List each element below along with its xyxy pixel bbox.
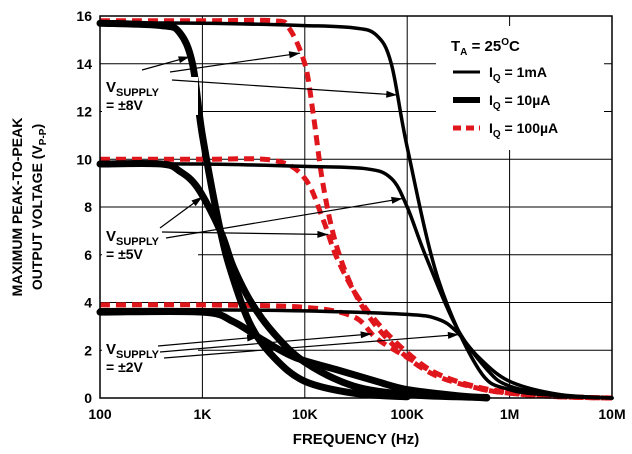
- annotation-8v-sub: SUPPLY: [116, 87, 160, 99]
- annotation-8v-background: [102, 77, 198, 115]
- y-tick-label-12: 12: [76, 104, 92, 120]
- legend-label-10ua-sub: Q: [493, 101, 501, 112]
- x-axis-label: FREQUENCY (Hz): [293, 431, 419, 448]
- annotation-supply-5v: VSUPPLY = ±5V: [102, 226, 198, 264]
- annotation-2v-background: [102, 339, 198, 377]
- arrow-8v-100ua: [169, 51, 301, 73]
- x-tick-label-10K: 10K: [292, 406, 318, 422]
- legend-label-1ma-rest: = 1mA: [501, 64, 547, 80]
- legend-label-1ma-sub: Q: [493, 73, 501, 84]
- arrow-2v-100ua-head: [360, 331, 372, 339]
- legend-title-main: T: [451, 38, 460, 55]
- y-tick-label-6: 6: [84, 247, 92, 263]
- arrow-5v-10ua-head: [191, 196, 203, 207]
- y-axis-label-line2-main: OUTPUT VOLTAGE (V: [29, 145, 45, 291]
- arrow-2v-1ma-shaft: [163, 333, 459, 359]
- x-tick-label-1K: 1K: [193, 406, 211, 422]
- y-axis-label-line2-close: ): [29, 124, 45, 129]
- annotation-8v-line2: = ±8V: [106, 97, 144, 113]
- legend-label-10ua: IQ = 10µA: [489, 92, 550, 112]
- y-axis-label-line2: OUTPUT VOLTAGE (VP-P): [29, 124, 49, 290]
- annotation-8v-main: V: [106, 79, 116, 96]
- annotation-arrows: [141, 51, 459, 359]
- legend: TA = 25OC IQ = 1mA IQ = 10µA IQ = 100µA: [436, 26, 604, 150]
- annotation-5v-main: V: [106, 228, 116, 245]
- arrow-2v-1ma-head: [447, 331, 459, 339]
- y-tick-label-16: 16: [76, 8, 92, 24]
- legend-background: [436, 26, 604, 150]
- y-axis-label-line1: MAXIMUM PEAK-TO-PEAK: [9, 118, 25, 297]
- x-tick-label-10M: 10M: [598, 406, 625, 422]
- annotation-2v-line1: VSUPPLY: [106, 341, 160, 361]
- series-5v-100a: [99, 156, 613, 401]
- series-2v-1ma: [98, 307, 614, 400]
- legend-label-100ua: IQ = 100µA: [489, 120, 558, 140]
- series-5v-10a: [96, 159, 491, 401]
- x-tick-label-1M: 1M: [500, 406, 519, 422]
- arrow-2v-1ma: [163, 331, 459, 359]
- y-axis-label-line2-sub: P-P: [38, 128, 49, 145]
- arrow-5v-100ua-shaft: [161, 231, 329, 236]
- series-2v-10a: [96, 307, 491, 402]
- legend-label-10ua-rest: = 10µA: [501, 92, 551, 108]
- annotation-5v-line2: = ±5V: [106, 246, 144, 262]
- series-8v-100a: [100, 17, 613, 401]
- annotation-supply-2v: VSUPPLY = ±2V: [102, 339, 198, 377]
- arrow-8v-100ua-shaft: [169, 52, 301, 73]
- arrow-8v-1ma: [171, 79, 398, 98]
- series-5v-1ma: [98, 162, 614, 400]
- y-tick-label-2: 2: [84, 342, 92, 358]
- arrow-2v-100ua-shaft: [159, 333, 372, 353]
- arrow-5v-100ua: [161, 230, 329, 238]
- arrow-8v-1ma-head: [386, 90, 398, 98]
- y-tick-label-8: 8: [84, 199, 92, 215]
- arrow-2v-10ua: [157, 334, 259, 347]
- arrow-5v-1ma: [165, 196, 403, 239]
- y-tick-label-4: 4: [84, 295, 92, 311]
- arrow-2v-10ua-shaft: [157, 336, 259, 347]
- legend-label-100ua-rest: = 100µA: [501, 120, 559, 136]
- series-8v-1ma: [98, 21, 614, 400]
- arrow-8v-1ma-shaft: [171, 79, 398, 96]
- x-tick-label-100: 100: [88, 406, 112, 422]
- plot-frame: [99, 15, 613, 399]
- series-group: [96, 17, 614, 402]
- legend-label-100ua-main: I: [489, 120, 493, 136]
- arrow-8v-100ua-head: [288, 51, 301, 59]
- annotation-2v-sub: SUPPLY: [116, 349, 160, 361]
- legend-title-rest: = 25: [467, 38, 501, 55]
- arrow-8v-10ua: [141, 56, 190, 71]
- series-2v-100a: [99, 302, 613, 401]
- arrow-8v-10ua-head: [178, 56, 190, 64]
- legend-title: TA = 25OC: [451, 37, 520, 58]
- annotation-supply-8v: VSUPPLY = ±8V: [102, 77, 198, 115]
- legend-title-sup: O: [501, 37, 509, 48]
- legend-title-unit: C: [509, 38, 520, 55]
- annotation-5v-line1: VSUPPLY: [106, 228, 160, 248]
- arrow-5v-100ua-head: [317, 230, 329, 238]
- legend-label-1ma-main: I: [489, 64, 493, 80]
- arrow-5v-1ma-head: [391, 196, 403, 204]
- legend-label-1ma: IQ = 1mA: [489, 64, 547, 84]
- tick-labels: 100 1K 10K 100K 1M 10M 0 2 4 6 8 10 12 14 16: [76, 8, 625, 422]
- legend-title-sub: A: [460, 47, 467, 58]
- arrow-2v-10ua-head: [246, 334, 259, 342]
- legend-label-100ua-sub: Q: [493, 129, 501, 140]
- y-tick-label-10: 10: [76, 151, 92, 167]
- arrow-2v-100ua: [159, 331, 372, 353]
- annotation-2v-main: V: [106, 341, 116, 358]
- annotation-5v-sub: SUPPLY: [116, 236, 160, 248]
- legend-label-10ua-main: I: [489, 92, 493, 108]
- x-tick-label-100K: 100K: [390, 406, 423, 422]
- arrow-5v-1ma-shaft: [165, 197, 403, 239]
- annotation-2v-line2: = ±2V: [106, 359, 144, 375]
- arrow-5v-10ua: [159, 196, 203, 229]
- y-tick-label-0: 0: [84, 390, 92, 406]
- y-tick-label-14: 14: [76, 56, 92, 72]
- annotation-8v-line1: VSUPPLY: [106, 79, 160, 99]
